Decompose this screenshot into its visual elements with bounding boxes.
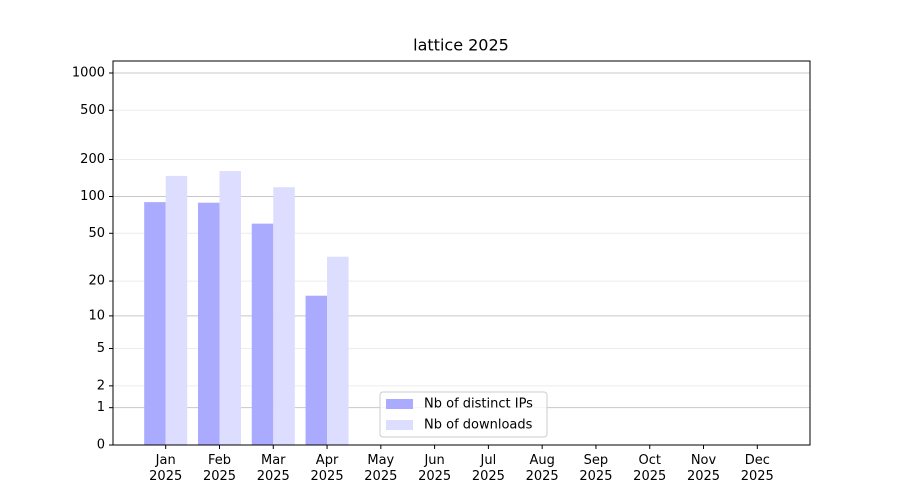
x-tick-label: Mar 2025 bbox=[256, 453, 290, 484]
x-tick-label: Nov 2025 bbox=[686, 453, 721, 484]
chart-title: lattice 2025 bbox=[413, 36, 509, 55]
y-tick-label: 5 bbox=[97, 341, 105, 356]
x-tick-label: Jan 2025 bbox=[149, 453, 183, 484]
legend-box bbox=[379, 391, 548, 438]
y-tick-label: 1 bbox=[97, 400, 105, 415]
legend-label: Nb of distinct IPs bbox=[424, 397, 533, 412]
x-tick-label: Sep 2025 bbox=[579, 453, 613, 484]
x-tick-label: Dec 2025 bbox=[740, 453, 774, 484]
x-tick-label: May 2025 bbox=[364, 453, 398, 484]
bar bbox=[305, 295, 328, 445]
legend-swatch bbox=[386, 399, 413, 409]
x-tick-label: Aug 2025 bbox=[525, 453, 559, 484]
y-tick-label: 20 bbox=[88, 274, 105, 289]
y-tick-label: 10 bbox=[88, 308, 105, 323]
y-tick-label: 0 bbox=[97, 438, 105, 453]
x-tick-label: Feb 2025 bbox=[202, 453, 237, 484]
legend-label: Nb of downloads bbox=[424, 418, 533, 433]
y-tick-label: 2 bbox=[97, 378, 105, 393]
x-tick-label: Apr 2025 bbox=[310, 453, 344, 484]
y-tick-label: 200 bbox=[80, 152, 105, 167]
bar bbox=[273, 187, 295, 445]
bar bbox=[251, 223, 274, 445]
y-tick-label: 1000 bbox=[72, 66, 105, 81]
bar bbox=[197, 202, 220, 445]
y-tick-label: 500 bbox=[80, 103, 105, 118]
plot-frame bbox=[112, 60, 811, 446]
y-tick-label: 50 bbox=[88, 226, 105, 241]
x-tick-label: Oct 2025 bbox=[633, 453, 667, 484]
bar bbox=[327, 256, 349, 445]
y-tick-label: 100 bbox=[80, 189, 105, 204]
bar bbox=[165, 175, 188, 446]
bar bbox=[144, 202, 166, 445]
legend-swatch bbox=[386, 420, 413, 430]
x-tick-label: Jun 2025 bbox=[418, 453, 452, 484]
legend: Nb of distinct IPs Nb of downloads bbox=[379, 391, 548, 438]
x-tick-label: Jul 2025 bbox=[471, 453, 505, 484]
bar bbox=[219, 171, 241, 446]
